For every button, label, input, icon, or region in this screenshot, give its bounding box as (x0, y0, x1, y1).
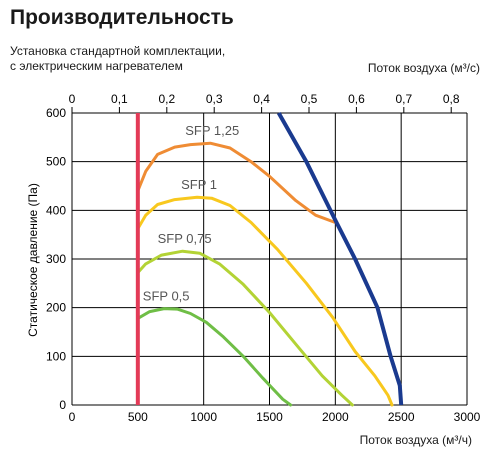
x-tick-label: 0 (69, 410, 76, 424)
y-tick-label: 600 (46, 106, 66, 120)
y-axis-label: Статическое давление (Па) (26, 183, 40, 337)
y-tick-label: 200 (46, 301, 66, 315)
x2-tick-label: 0,4 (253, 92, 270, 106)
series-line (136, 307, 293, 407)
y-tick-label: 400 (46, 203, 66, 217)
series-label: SFP 0,75 (158, 231, 212, 246)
series-label: SFP 1 (181, 177, 217, 192)
x2-tick-label: 0,3 (206, 92, 223, 106)
x2-tick-label: 0,8 (443, 92, 460, 106)
y-tick-label: 0 (59, 398, 66, 412)
bottom-axis-label: Поток воздуха (м³/ч) (359, 433, 472, 447)
y-tick-label: 300 (46, 252, 66, 266)
x2-tick-label: 0 (69, 92, 76, 106)
x-tick-label: 500 (128, 410, 148, 424)
x-tick-label: 1000 (190, 410, 217, 424)
series-label: SFP 0,5 (143, 289, 190, 304)
x2-tick-label: 0,1 (111, 92, 128, 106)
series-label: SFP 1,25 (185, 123, 239, 138)
x2-tick-label: 0,6 (348, 92, 365, 106)
x-tick-label: 2000 (322, 410, 349, 424)
x-tick-label: 3000 (454, 410, 481, 424)
x2-tick-label: 0,2 (158, 92, 175, 106)
subtitle-line-2: с электрическим нагревателем (10, 59, 183, 73)
max-curve (276, 112, 404, 406)
x-tick-label: 1500 (256, 410, 283, 424)
x2-tick-label: 0,7 (395, 92, 412, 106)
x-tick-label: 2500 (388, 410, 415, 424)
y-tick-label: 500 (46, 155, 66, 169)
series-line (136, 195, 394, 407)
series-line (136, 249, 354, 407)
grid (71, 107, 468, 406)
top-axis-label: Поток воздуха (м³/с) (367, 61, 480, 75)
chart-subtitle: Установка стандартной комплектации, с эл… (10, 44, 225, 74)
y-tick-label: 100 (46, 349, 66, 363)
curves: SFP 1,25 SFP 1 SFP 0,75 SFP 0,5 (135, 112, 404, 407)
subtitle-line-1: Установка стандартной комплектации, (10, 44, 226, 58)
x2-tick-label: 0,5 (301, 92, 318, 106)
series-line (136, 141, 337, 224)
chart-title: Производительность (10, 6, 234, 29)
